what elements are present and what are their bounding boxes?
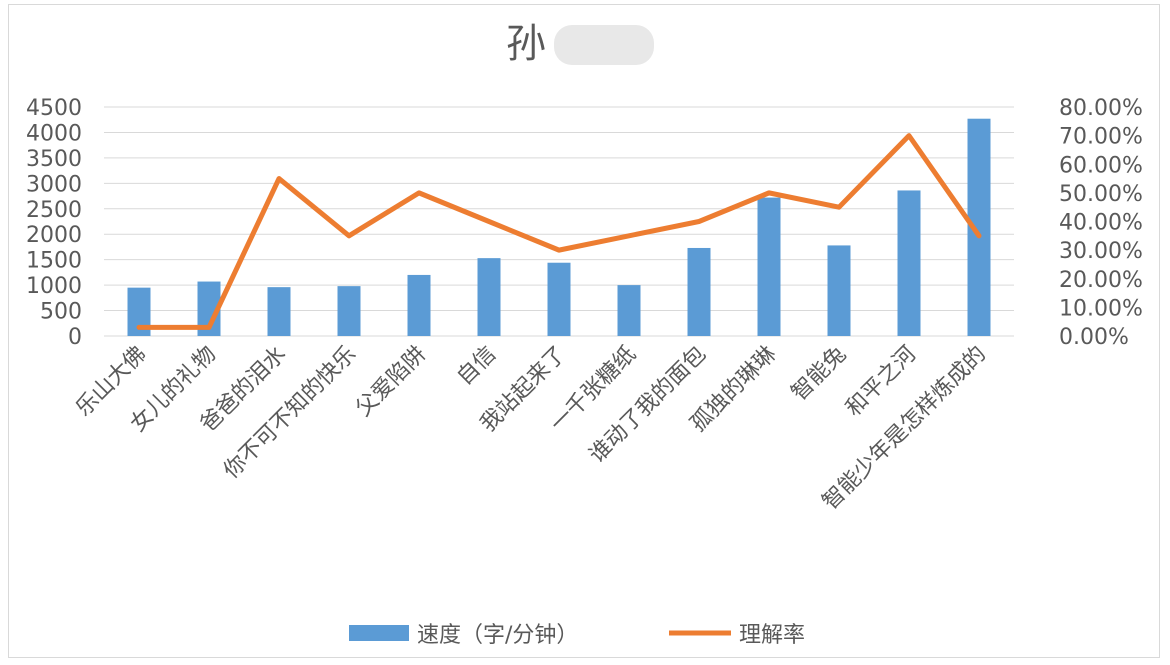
right-tick-label: 70.00% [1059, 125, 1143, 150]
category-label: 父爱陷阱 [351, 342, 431, 422]
line-point-comprehension [838, 206, 840, 208]
bar-speed [617, 285, 641, 336]
right-tick-label: 20.00% [1059, 268, 1143, 293]
left-tick-label: 500 [40, 300, 82, 325]
category-label: 自信 [452, 342, 501, 391]
line-series [136, 133, 982, 330]
bar-speed [967, 118, 991, 337]
gridlines [104, 106, 1014, 337]
right-tick-label: 10.00% [1059, 296, 1143, 321]
bar-speed [687, 247, 711, 336]
left-tick-label: 4500 [26, 96, 82, 121]
line-point-comprehension [628, 235, 630, 237]
legend-label-speed: 速度（字/分钟） [417, 623, 578, 648]
bar-speed [407, 274, 431, 336]
left-tick-label: 3000 [26, 172, 82, 197]
left-tick-label: 2000 [26, 223, 82, 248]
right-tick-label: 80.00% [1059, 96, 1143, 121]
line-point-comprehension [488, 221, 490, 222]
category-label: 智能兔 [787, 342, 851, 406]
bar-speed [547, 262, 571, 336]
left-tick-label: 2500 [26, 198, 82, 223]
line-point-comprehension [138, 326, 140, 328]
chart-title: 孙 [506, 21, 546, 67]
bar-speed [127, 287, 151, 336]
chart-frame: 孙 0 500 1000 1500 2000 2500 3000 3500 4000 4500 0… [8, 4, 1160, 658]
line-point-comprehension [558, 249, 560, 251]
line-point-comprehension [768, 192, 770, 194]
bar-speed [897, 190, 921, 336]
right-tick-label: 0.00% [1059, 325, 1129, 350]
left-tick-label: 3500 [26, 147, 82, 172]
line-point-comprehension [208, 326, 210, 328]
left-tick-label: 1500 [26, 249, 82, 274]
left-tick-label: 4000 [26, 121, 82, 146]
legend: 速度（字/分钟） 理解率 [349, 623, 805, 648]
right-tick-label: 60.00% [1059, 153, 1143, 178]
bar-speed [477, 258, 501, 336]
bars [127, 118, 991, 337]
bar-speed [757, 197, 781, 336]
legend-swatch-speed [349, 625, 409, 641]
line-point-comprehension [418, 192, 420, 194]
left-tick-label: 0 [68, 325, 82, 350]
category-label: 你不可不知的快乐 [219, 342, 361, 484]
bar-speed [337, 286, 361, 336]
right-tick-label: 40.00% [1059, 211, 1143, 236]
bar-speed [267, 287, 291, 336]
bar-speed [197, 281, 221, 336]
right-tick-label: 30.00% [1059, 239, 1143, 264]
legend-label-comprehension: 理解率 [739, 623, 805, 648]
right-axis-ticks: 0.00% 10.00% 20.00% 30.00% 40.00% 50.00% 60.00… [1059, 96, 1143, 350]
bar-speed [827, 245, 851, 336]
line-point-comprehension [978, 235, 980, 237]
left-tick-label: 1000 [26, 274, 82, 299]
line-point-comprehension [278, 178, 280, 180]
line-point-comprehension [698, 221, 700, 222]
line-point-comprehension [348, 235, 350, 237]
line-point-comprehension [908, 135, 910, 137]
title-redaction [554, 25, 654, 65]
right-tick-label: 50.00% [1059, 182, 1143, 207]
